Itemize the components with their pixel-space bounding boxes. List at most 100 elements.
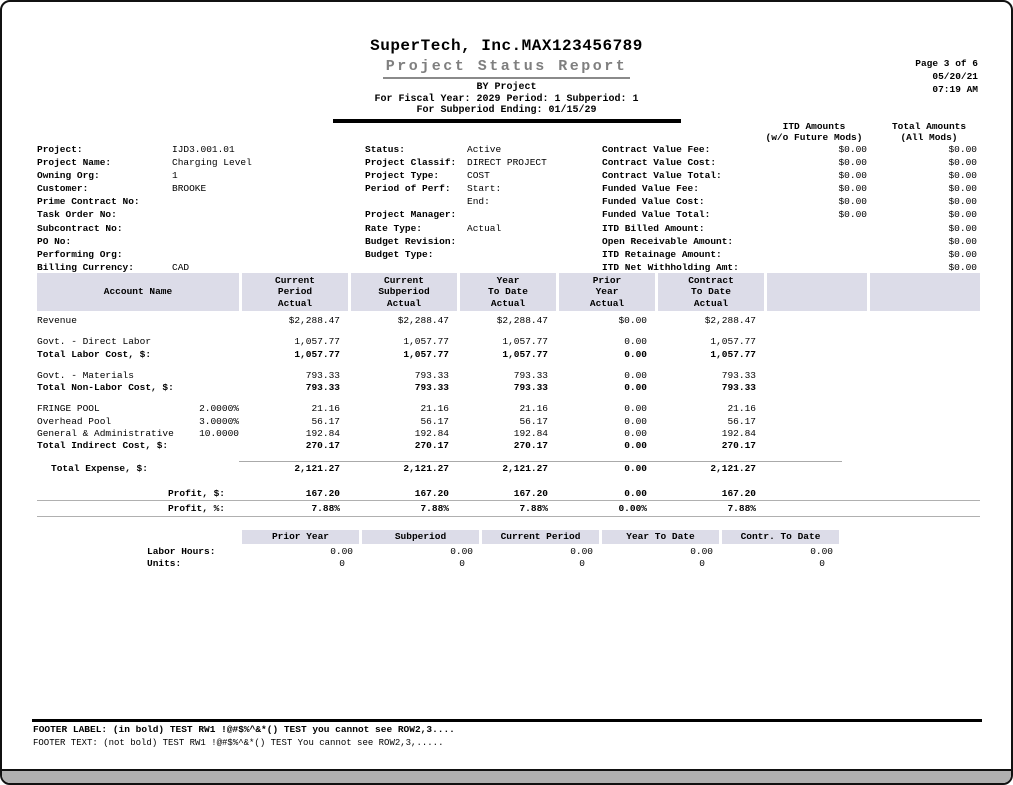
info-middle-label: Project Classif:: [365, 157, 457, 169]
itd-amount-value: [755, 248, 867, 261]
footer-label-line: FOOTER LABEL: (in bold) TEST RW1 !@#$%^&…: [33, 724, 455, 735]
column-header-line: Contract: [688, 274, 734, 286]
table-value-cell: 7.88%: [519, 502, 548, 514]
table-value-cell: 56.17: [727, 415, 756, 427]
column-header-blank-6: [767, 273, 867, 311]
hours-value-cell: 0: [459, 558, 465, 569]
itd-amount-value: [755, 261, 867, 274]
info-middle-row: Project Type: COST: [365, 169, 605, 182]
report-date: 05/20/21: [932, 71, 978, 82]
total-amount-value: $0.00: [948, 183, 977, 195]
info-middle-label: Project Manager:: [365, 209, 457, 221]
info-left-row: Prime Contract No:: [37, 195, 367, 208]
column-header-current-period-actual: Current Period Actual: [242, 273, 348, 311]
info-left-row: Subcontract No:: [37, 222, 367, 235]
info-left-label: Project Name:: [37, 157, 112, 169]
table-value-cell: 793.33: [414, 369, 449, 381]
info-middle-row: Rate Type: Actual: [365, 222, 605, 235]
amount-row: ITD Retainage Amount: $0.00: [602, 248, 980, 261]
amount-row: Contract Value Total: $0.00 $0.00: [602, 169, 980, 182]
column-header-line: Year: [595, 286, 619, 298]
column-header-line: To Date: [488, 286, 528, 298]
column-header-line: Period: [277, 286, 313, 298]
report-title: Project Status Report: [382, 58, 631, 79]
report-time: 07:19 AM: [932, 84, 978, 95]
hours-column-header-prior-year: Prior Year: [242, 530, 359, 544]
account-name-cell: Govt. - Direct Labor: [37, 336, 239, 348]
itd-amount-value: [755, 222, 867, 235]
amount-label: Contract Value Total:: [602, 170, 722, 182]
table-row: Total Labor Cost, $: 1,057.77 1,057.77 1,05…: [37, 349, 980, 361]
hours-table-body: Labor Hours: 0.00 0.00 0.00 0.00 0.00 Units: 0 0…: [37, 546, 839, 570]
info-left-value: 1: [172, 170, 178, 182]
column-header-prior-year-actual: Prior Year Actual: [559, 273, 655, 311]
table-value-cell: 0.00: [624, 403, 647, 415]
info-left-label: Owning Org:: [37, 170, 100, 182]
info-middle-label: Budget Revision:: [365, 235, 457, 247]
account-table-header-row: Account Name Current Period Actual Current Su…: [37, 273, 980, 311]
info-middle-value: Actual: [467, 222, 502, 234]
table-value-cell: 21.16: [727, 403, 756, 415]
account-name-label: Total Non-Labor Cost, $:: [37, 382, 174, 394]
total-amounts-header: Total Amounts (All Mods): [879, 121, 979, 143]
page-info: Page 3 of 6 05/20/21 07:19 AM: [915, 57, 978, 96]
table-row: Revenue $2,288.47 $2,288.47 $2,288.47 $0.00 $…: [37, 315, 980, 327]
total-amount-value: $0.00: [948, 261, 977, 273]
itd-amounts-header-line1: ITD Amounts: [782, 121, 846, 132]
table-value-cell: 167.20: [305, 487, 340, 499]
table-value-cell: 7.88%: [420, 502, 449, 514]
amount-label: Contract Value Fee:: [602, 144, 711, 155]
table-value-cell: 2,121.27: [502, 462, 548, 474]
table-value-cell: $2,288.47: [288, 315, 340, 326]
itd-amount-value: $0.00: [838, 183, 867, 195]
fiscal-year-line: For Fiscal Year: 2029 Period: 1 Subperio…: [374, 93, 639, 105]
account-name-label: Revenue: [37, 315, 77, 326]
table-value-cell: 192.84: [414, 428, 449, 440]
hours-column-header-contr-to-date: Contr. To Date: [722, 530, 839, 544]
window-bottom-strip: [2, 769, 1011, 783]
account-name-label: Govt. - Materials: [37, 369, 134, 381]
total-amount-value: $0.00: [948, 170, 977, 182]
itd-amount-value: $0.00: [838, 157, 867, 169]
info-left-value: CAD: [172, 261, 190, 273]
account-name-cell: Overhead Pool 3.0000%: [37, 416, 239, 428]
table-value-cell: 270.17: [721, 440, 756, 452]
table-value-cell: 0.00: [624, 462, 647, 474]
hours-value-cell: 0.00: [810, 546, 833, 557]
total-amount-value: $0.00: [948, 222, 977, 234]
contract-amounts-column: Contract Value Fee: $0.00 $0.00 Contract Va…: [602, 143, 980, 274]
hours-column-header-year-to-date: Year To Date: [602, 530, 719, 544]
table-value-cell: 1,057.77: [502, 348, 548, 360]
account-name-cell: Total Non-Labor Cost, $:: [37, 382, 239, 394]
column-header-current-subperiod-actual: Current Subperiod Actual: [351, 273, 457, 311]
total-amounts-header-line2: (All Mods): [900, 132, 958, 143]
table-value-cell: 1,057.77: [710, 336, 756, 348]
hours-row: Units: 0 0 0 0 0: [37, 558, 839, 570]
itd-amount-value: $0.00: [838, 170, 867, 182]
account-name-cell: Profit, %:: [37, 503, 239, 515]
rate-value: 2.0000%: [199, 403, 239, 415]
hours-header-spacer: [37, 530, 239, 544]
total-amount-value: $0.00: [948, 196, 977, 208]
itd-amount-value: $0.00: [838, 209, 867, 221]
table-row: Overhead Pool 3.0000% 56.17 56.17 56.17 0.00 5…: [37, 416, 980, 428]
account-name-label: Profit, %:: [167, 502, 225, 514]
account-name-cell: Total Indirect Cost, $:: [37, 440, 239, 452]
info-left-row: Project Name: Charging Level: [37, 156, 367, 169]
hours-column-header-current-period: Current Period: [482, 530, 599, 544]
company-name: SuperTech, Inc.MAX123456789: [370, 37, 643, 55]
info-left-row: Task Order No:: [37, 208, 367, 221]
hours-row-label: Units:: [147, 558, 182, 569]
rate-value: 10.0000: [199, 428, 239, 440]
account-name-cell: Total Labor Cost, $:: [37, 349, 239, 361]
table-value-cell: 270.17: [513, 440, 548, 452]
account-name-cell: Total Expense, $:: [37, 463, 239, 475]
info-middle-row: Budget Revision:: [365, 235, 605, 248]
account-name-cell: General & Administrative 10.0000: [37, 428, 239, 440]
table-value-cell: 793.33: [513, 369, 548, 381]
info-left-label: Prime Contract No:: [37, 196, 140, 208]
table-spacer-row: [37, 394, 980, 403]
info-left-label: Customer:: [37, 183, 89, 195]
column-header-blank-7: [870, 273, 980, 311]
